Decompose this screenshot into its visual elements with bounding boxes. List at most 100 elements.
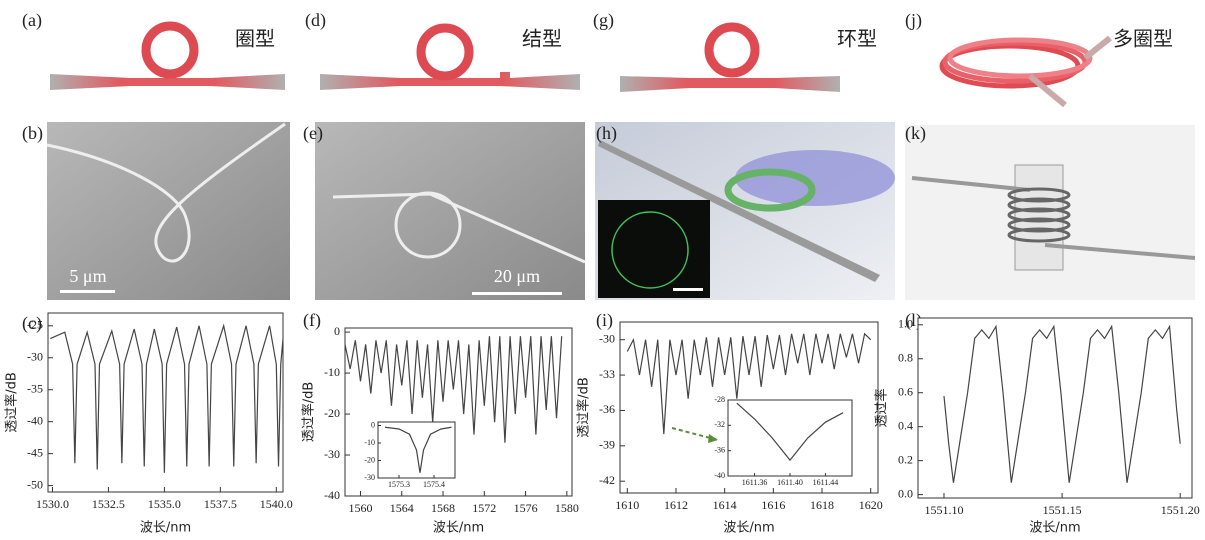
plot-frame [918,318,1192,498]
figure: 5 μm 20 μm 圈型 结型 环型 多圈型 (a) (b) (c) (d) … [0,0,1205,540]
y-tick-label: 0.2 [898,452,913,466]
illustration-ring [620,27,840,92]
y-tick-label: -40 [714,471,725,480]
y-axis-label: 透过率 [874,388,890,427]
x-tick-label: 1530.0 [36,497,69,511]
caption: 多圈型 [1113,27,1173,51]
y-tick-label: -50 [27,477,43,491]
panel-label: (k) [905,123,926,144]
panel-label: (g) [593,10,614,31]
x-tick-label: 1551.15 [1043,503,1082,517]
y-tick-label: 0.8 [898,351,913,365]
panel-label: (b) [22,123,43,144]
inset-chart: 1611.36 1611.40 1611.44 -28 -32 -36 -40 [714,395,852,487]
x-tick-label: 1560 [348,501,372,515]
illustration-coil [942,38,1110,105]
scale-bar-label: 5 μm [69,266,106,286]
x-tick-label: 1564 [390,501,414,515]
y-tick-label: -10 [324,365,340,379]
illustration-loop-part [146,26,194,74]
y-tick-label: 1.0 [898,317,913,331]
y-tick-label: -40 [27,413,43,427]
y-tick-label: -32 [714,420,725,429]
y-tick-label: -25 [27,318,43,332]
caption: 圈型 [235,27,275,51]
chart: 1530.0 1532.5 1535.0 1537.5 1540.0 -25 -30 -35 -… [4,313,293,536]
panel-label: (j) [905,10,922,31]
panel-label: (d) [305,10,326,31]
y-tick-label: -30 [27,350,43,364]
x-tick-label: 1618 [810,498,834,512]
x-tick-label: 1532.5 [92,497,125,511]
sem-image-knot-part [315,122,585,300]
y-tick-label: -20 [364,455,375,464]
illustration-coil-part [1085,38,1110,58]
x-tick-label: 1614 [713,498,737,512]
render-ring-resonator-part [598,200,710,298]
caption: 环型 [837,27,877,51]
render-ring-resonator-part [735,150,895,206]
y-tick-label: -33 [599,367,615,381]
y-tick-label: -36 [599,402,615,416]
y-tick-label: -30 [324,447,340,461]
x-tick-label: 1535.0 [148,497,181,511]
x-tick-label: 1551.10 [924,503,963,517]
x-tick-label: 1610 [615,498,639,512]
sem-image-loop-part [60,290,115,293]
chart: 1551.10 1551.15 1551.20 0.0 0.2 0.4 0.6 0.8 1.0 波… [874,317,1200,536]
x-tick-label: 1575.3 [388,480,410,489]
y-tick-label: -40 [324,488,340,502]
y-tick-label: 0 [334,324,340,338]
illustration-knot-part [421,28,469,76]
x-tick-label: 1611.36 [742,478,768,487]
y-tick-label: -10 [364,438,375,447]
render-ring-resonator-part [673,288,703,291]
y-tick-label: 0 [371,420,375,429]
sem-image-knot [315,122,585,300]
panel-label: (h) [596,123,617,144]
render-ring-resonator [595,122,895,300]
y-axis-label: 透过率/dB [301,382,317,443]
panel-label: (a) [22,10,42,31]
panel-label: (i) [596,310,613,331]
y-tick-label: -42 [599,473,615,487]
x-tick-label: 1620 [859,498,883,512]
x-tick-label: 1540.0 [260,497,293,511]
y-tick-label: -39 [599,438,615,452]
x-tick-label: 1575.4 [423,480,445,489]
caption: 结型 [522,27,562,51]
panel-label: (e) [303,123,323,144]
x-tick-label: 1572 [472,501,496,515]
y-tick-label: -36 [714,445,725,454]
x-tick-label: 1537.5 [204,497,237,511]
panel-label: (f) [303,310,321,331]
y-tick-label: -45 [27,445,43,459]
x-tick-label: 1580 [555,501,579,515]
y-tick-label: 0.0 [898,486,913,500]
y-axis-label: 透过率/dB [576,377,592,438]
y-tick-label: -30 [364,473,375,482]
y-tick-label: 0.4 [898,418,913,432]
x-tick-label: 1576 [514,501,538,515]
x-tick-label: 1611.40 [777,478,803,487]
x-axis-label: 波长/nm [433,521,484,536]
render-coil-resonator [905,125,1195,300]
x-tick-label: 1568 [431,501,455,515]
x-tick-label: 1551.20 [1161,503,1200,517]
illustration-ring-part [620,76,840,92]
y-axis-label: 透过率/dB [4,372,20,433]
x-axis-label: 波长/nm [1029,521,1080,536]
sem-image-knot-part [472,292,562,295]
x-tick-label: 1612 [664,498,688,512]
y-tick-label: -20 [324,406,340,420]
x-tick-label: 1616 [761,498,785,512]
y-tick-label: -35 [27,381,43,395]
scale-bar-label: 20 μm [494,266,540,286]
x-axis-label: 波长/nm [723,521,774,536]
x-tick-label: 1611.44 [813,478,839,487]
illustration-ring-part [709,27,755,73]
x-axis-label: 波长/nm [140,521,191,536]
y-tick-label: -28 [714,395,725,404]
y-tick-label: 0.6 [898,384,913,398]
y-tick-label: -30 [599,331,615,345]
